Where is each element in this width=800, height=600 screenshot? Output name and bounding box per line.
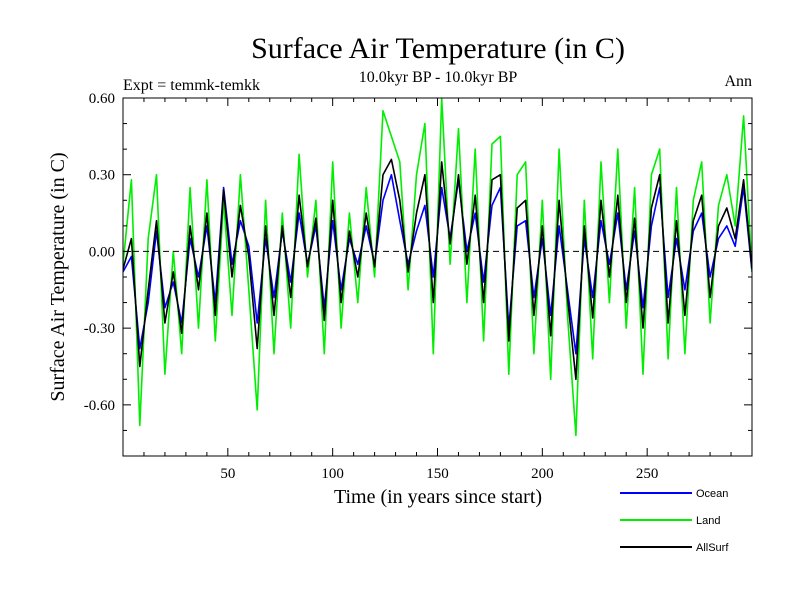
x-axis-label: Time (in years since start) xyxy=(334,486,542,508)
y-tick-label: -0.30 xyxy=(84,321,115,337)
series-line-allsurf xyxy=(123,158,752,381)
series-layer xyxy=(123,98,752,437)
y-tick-label: 0.30 xyxy=(89,168,115,184)
legend-label-allsurf: AllSurf xyxy=(696,542,729,554)
x-tick-label: 50 xyxy=(220,466,235,482)
x-tick-label: 100 xyxy=(321,466,344,482)
season-label: Ann xyxy=(724,73,752,90)
legend: Ocean Land AllSurf xyxy=(620,488,729,554)
x-tick-label: 200 xyxy=(531,466,554,482)
y-tick-label: 0.60 xyxy=(89,91,115,107)
x-tick-label: 250 xyxy=(636,466,659,482)
y-tick-label: 0.00 xyxy=(89,244,115,260)
experiment-label: Expt = temmk-temkk xyxy=(123,77,260,94)
y-axis-label: Surface Air Temperature (in C) xyxy=(47,152,69,401)
chart-title: Surface Air Temperature (in C) xyxy=(251,32,625,65)
x-tick-label: 150 xyxy=(426,466,449,482)
axis-ticks: 50 100 150 200 250 0.60 0.30 0.00 -0.30 -0.60 xyxy=(84,91,752,482)
chart-subtitle: 10.0kyr BP - 10.0kyr BP xyxy=(359,69,518,86)
legend-label-ocean: Ocean xyxy=(696,488,728,500)
legend-label-land: Land xyxy=(696,515,720,527)
y-tick-label: -0.60 xyxy=(84,398,115,414)
